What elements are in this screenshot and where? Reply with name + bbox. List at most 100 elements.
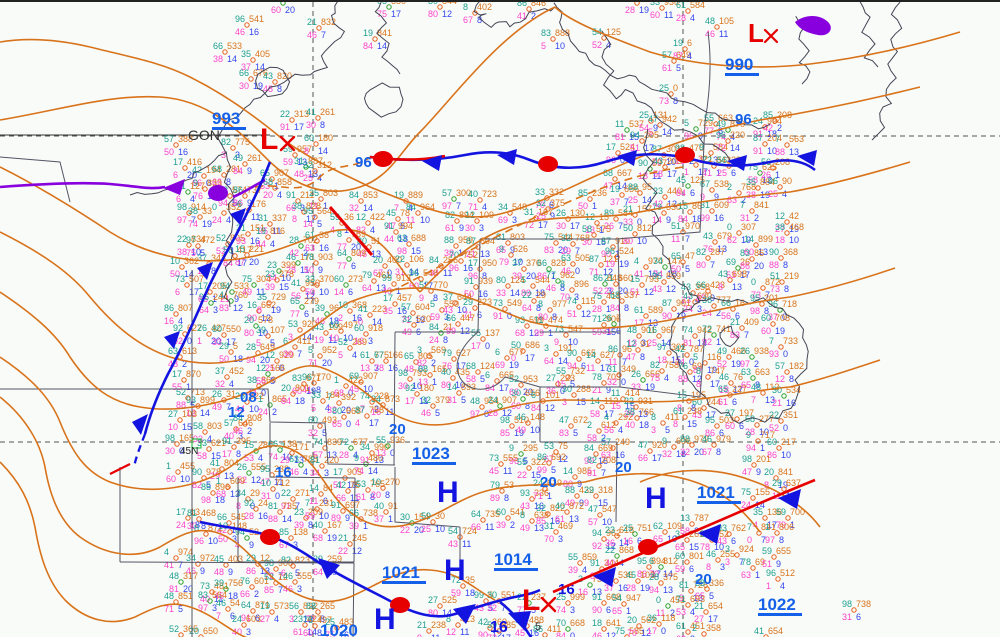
svg-text:17: 17 bbox=[176, 507, 186, 517]
svg-text:2: 2 bbox=[727, 182, 732, 192]
svg-text:40: 40 bbox=[625, 420, 635, 430]
svg-text:98: 98 bbox=[177, 202, 187, 212]
svg-text:96: 96 bbox=[605, 246, 615, 256]
svg-text:4: 4 bbox=[782, 189, 787, 199]
svg-text:26: 26 bbox=[740, 346, 750, 356]
svg-text:6: 6 bbox=[606, 605, 611, 615]
svg-text:28: 28 bbox=[649, 572, 659, 582]
svg-text:3: 3 bbox=[558, 534, 563, 544]
svg-text:952: 952 bbox=[322, 345, 337, 355]
svg-text:28: 28 bbox=[592, 304, 602, 314]
svg-text:33: 33 bbox=[202, 206, 212, 216]
svg-text:86: 86 bbox=[517, 2, 527, 8]
svg-text:96: 96 bbox=[449, 263, 459, 273]
svg-text:15: 15 bbox=[611, 401, 621, 411]
svg-text:24: 24 bbox=[232, 614, 242, 624]
svg-text:74: 74 bbox=[188, 219, 198, 229]
svg-text:20: 20 bbox=[244, 315, 254, 325]
svg-text:99: 99 bbox=[700, 213, 710, 223]
svg-text:48: 48 bbox=[705, 16, 715, 26]
svg-text:21: 21 bbox=[338, 533, 348, 543]
svg-text:468: 468 bbox=[789, 222, 804, 232]
svg-text:578: 578 bbox=[258, 315, 273, 325]
svg-text:41: 41 bbox=[210, 458, 220, 468]
svg-text:96: 96 bbox=[302, 372, 312, 382]
svg-text:52: 52 bbox=[592, 40, 602, 50]
svg-text:738: 738 bbox=[856, 599, 871, 609]
svg-text:32: 32 bbox=[215, 379, 225, 389]
svg-text:512: 512 bbox=[780, 568, 795, 578]
svg-text:25: 25 bbox=[717, 168, 727, 178]
svg-text:68: 68 bbox=[515, 328, 525, 338]
svg-text:654: 654 bbox=[708, 601, 723, 611]
svg-text:9: 9 bbox=[756, 467, 761, 477]
svg-text:0: 0 bbox=[570, 631, 575, 637]
svg-text:9: 9 bbox=[249, 540, 254, 550]
svg-text:480: 480 bbox=[368, 453, 383, 463]
svg-text:21: 21 bbox=[604, 273, 614, 283]
svg-text:34: 34 bbox=[653, 256, 663, 266]
svg-text:41: 41 bbox=[291, 278, 301, 288]
svg-text:53: 53 bbox=[676, 607, 686, 617]
svg-text:13: 13 bbox=[789, 147, 799, 157]
svg-text:1: 1 bbox=[216, 476, 221, 486]
svg-text:33: 33 bbox=[650, 2, 660, 7]
svg-text:61: 61 bbox=[445, 223, 455, 233]
svg-text:34: 34 bbox=[360, 442, 370, 452]
svg-text:22: 22 bbox=[281, 488, 291, 498]
svg-text:238: 238 bbox=[431, 620, 446, 630]
svg-text:98: 98 bbox=[500, 415, 510, 425]
svg-text:17: 17 bbox=[172, 369, 182, 379]
svg-text:317: 317 bbox=[183, 571, 198, 581]
svg-text:53: 53 bbox=[288, 319, 298, 329]
svg-text:787: 787 bbox=[694, 513, 709, 523]
svg-text:23: 23 bbox=[605, 525, 615, 535]
svg-text:52: 52 bbox=[216, 233, 226, 243]
svg-text:95: 95 bbox=[637, 556, 647, 566]
svg-text:6: 6 bbox=[348, 287, 353, 297]
svg-text:16: 16 bbox=[247, 300, 257, 310]
svg-text:60: 60 bbox=[354, 323, 364, 333]
svg-text:1: 1 bbox=[388, 514, 393, 524]
svg-text:43: 43 bbox=[263, 71, 273, 81]
svg-text:46: 46 bbox=[286, 252, 296, 262]
svg-text:801: 801 bbox=[689, 551, 704, 561]
svg-text:21: 21 bbox=[417, 620, 427, 630]
svg-text:35: 35 bbox=[241, 49, 251, 59]
svg-text:8: 8 bbox=[673, 419, 678, 429]
svg-text:57: 57 bbox=[401, 302, 411, 312]
svg-text:751: 751 bbox=[637, 523, 652, 533]
svg-text:182: 182 bbox=[789, 361, 804, 371]
svg-text:16: 16 bbox=[714, 213, 724, 223]
svg-text:180: 180 bbox=[318, 133, 333, 143]
svg-text:68: 68 bbox=[212, 164, 222, 174]
svg-text:37: 37 bbox=[443, 292, 453, 302]
svg-text:11: 11 bbox=[485, 522, 494, 532]
svg-text:20: 20 bbox=[249, 257, 259, 267]
svg-text:87: 87 bbox=[589, 254, 599, 264]
svg-text:94: 94 bbox=[592, 528, 602, 538]
svg-text:91: 91 bbox=[464, 276, 474, 286]
svg-text:584: 584 bbox=[690, 2, 705, 10]
svg-text:7: 7 bbox=[740, 200, 745, 210]
svg-text:947: 947 bbox=[626, 593, 641, 603]
svg-text:4: 4 bbox=[664, 373, 669, 383]
svg-text:12: 12 bbox=[775, 211, 785, 221]
svg-text:46: 46 bbox=[216, 598, 226, 608]
svg-text:93: 93 bbox=[769, 349, 779, 359]
svg-text:96: 96 bbox=[235, 14, 245, 24]
svg-text:8: 8 bbox=[463, 2, 468, 12]
svg-text:5: 5 bbox=[676, 63, 681, 73]
svg-text:60: 60 bbox=[271, 5, 281, 15]
svg-text:86: 86 bbox=[537, 452, 547, 462]
svg-text:547: 547 bbox=[602, 504, 617, 514]
svg-text:9: 9 bbox=[200, 566, 205, 576]
svg-text:86: 86 bbox=[164, 303, 174, 313]
svg-text:65: 65 bbox=[332, 419, 342, 429]
svg-text:49: 49 bbox=[520, 523, 530, 533]
svg-text:7: 7 bbox=[305, 498, 310, 508]
svg-text:896: 896 bbox=[574, 279, 589, 289]
svg-text:8: 8 bbox=[640, 352, 645, 362]
svg-text:58: 58 bbox=[590, 409, 600, 419]
svg-text:8: 8 bbox=[538, 299, 543, 309]
